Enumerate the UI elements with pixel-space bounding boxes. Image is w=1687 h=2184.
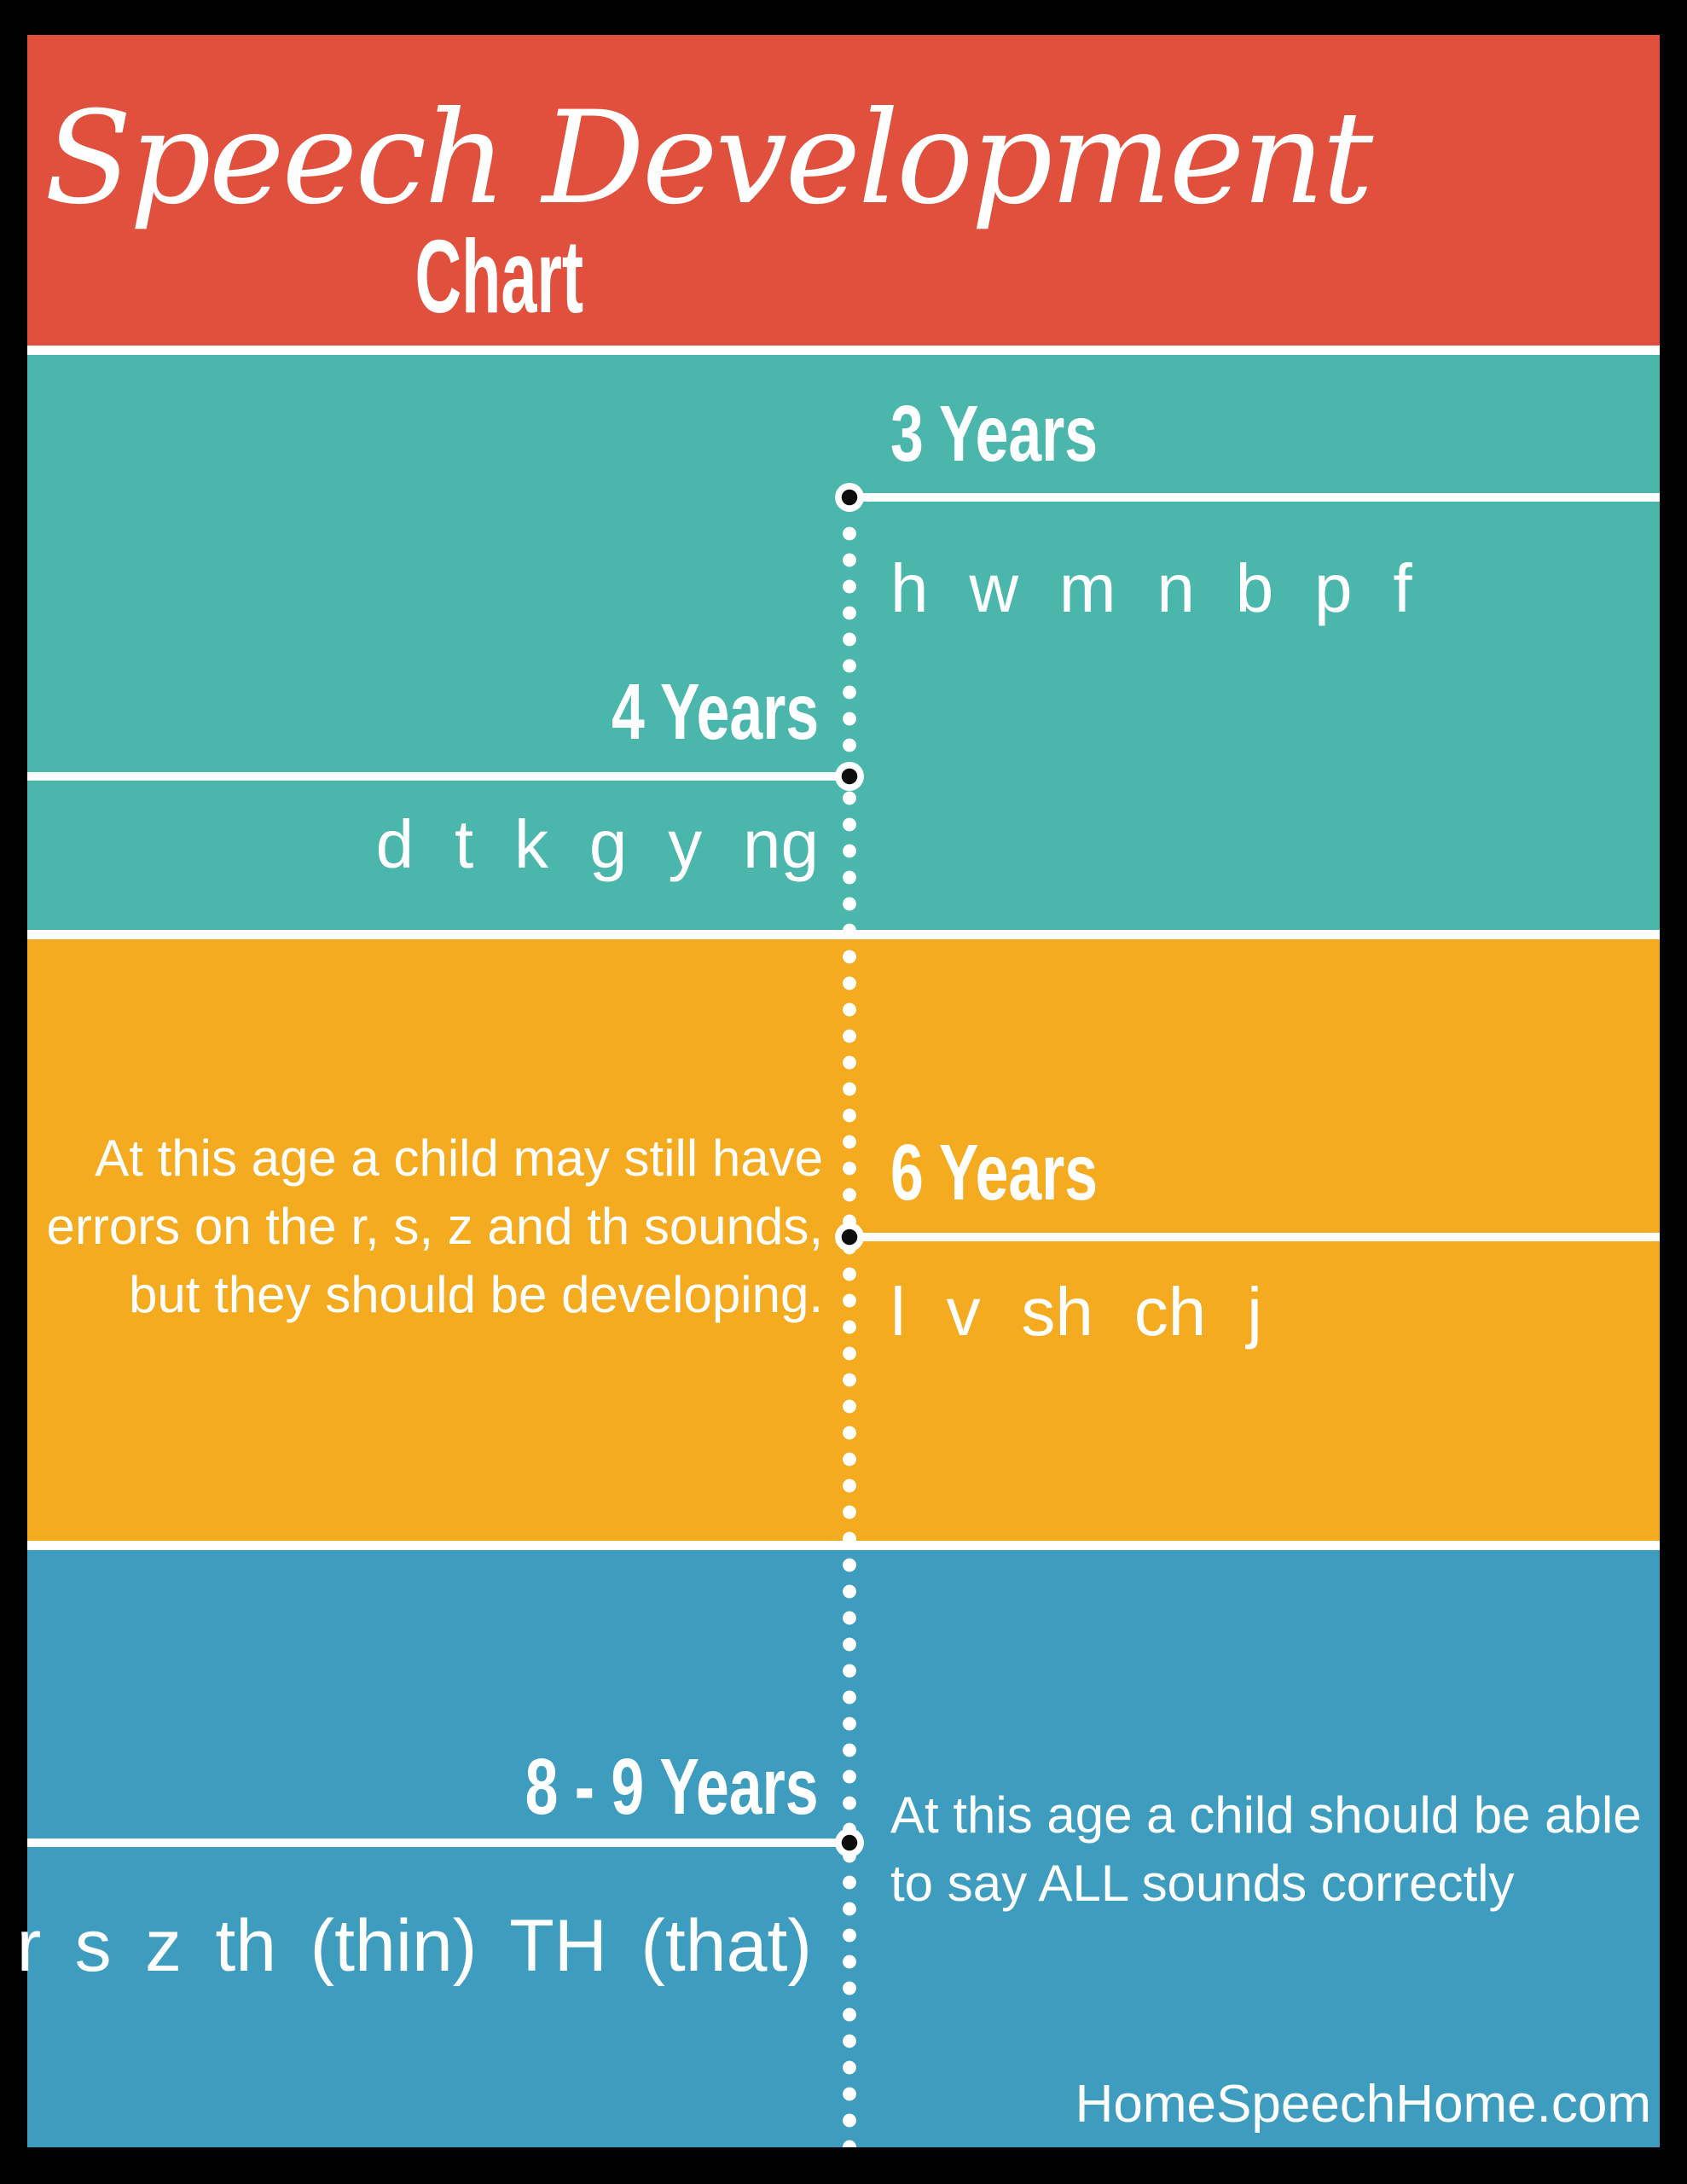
- milestone-marker-8-9-years: [835, 1828, 864, 1857]
- age-heading-6-years: 6 Years: [890, 1133, 1167, 1212]
- site-branding: HomeSpeechHome.com: [1075, 2075, 1651, 2134]
- page-title: Speech Development: [44, 84, 1373, 233]
- timeline-line-6-years: [849, 1233, 1660, 1241]
- age-heading-4-years-text: 4 Years: [611, 667, 819, 756]
- timeline-dotted-line: [843, 520, 856, 2147]
- milestone-marker-3-years: [835, 483, 864, 512]
- section-divider: [27, 346, 1660, 355]
- note-8-9-years-line-1: At this age a child should be able: [890, 1786, 1642, 1844]
- milestone-marker-6-years: [835, 1223, 864, 1252]
- age-heading-6-years-text: 6 Years: [890, 1128, 1099, 1217]
- page-subtitle: Chart: [328, 224, 670, 328]
- timeline-line-3-years: [849, 493, 1660, 502]
- sounds-list-3-years: h w m n b p f: [890, 550, 1412, 626]
- age-heading-8-9-years: 8 - 9 Years: [427, 1747, 819, 1827]
- age-heading-8-9-years-text: 8 - 9 Years: [525, 1742, 819, 1831]
- note-6-years-line-2: errors on the r, s, z and th sounds,: [46, 1198, 824, 1255]
- sounds-list-4-years: d t k g y ng: [375, 806, 819, 882]
- note-6-years: At this age a child may still have error…: [47, 1124, 824, 1329]
- sounds-list-6-years: l v sh ch j: [890, 1274, 1262, 1350]
- age-heading-3-years-text: 3 Years: [890, 389, 1099, 478]
- age-heading-3-years: 3 Years: [890, 394, 1167, 473]
- age-heading-4-years: 4 Years: [542, 672, 819, 752]
- note-8-9-years: At this age a child should be able to sa…: [890, 1781, 1642, 1918]
- content-frame: Speech Development Chart 3 Years h w m n…: [17, 35, 1660, 2147]
- header-section-background: [27, 35, 1660, 346]
- note-8-9-years-line-2: to say ALL sounds correctly: [890, 1855, 1515, 1912]
- timeline-line-8-9-years: [27, 1838, 849, 1847]
- note-6-years-line-3: but they should be developing.: [129, 1266, 823, 1323]
- sounds-list-8-9-years: r s z th (thin) TH (that): [16, 1905, 812, 1987]
- timeline-line-4-years: [27, 772, 849, 781]
- page-subtitle-text: Chart: [415, 218, 583, 334]
- note-6-years-line-1: At this age a child may still have: [95, 1130, 823, 1187]
- milestone-marker-4-years: [835, 762, 864, 791]
